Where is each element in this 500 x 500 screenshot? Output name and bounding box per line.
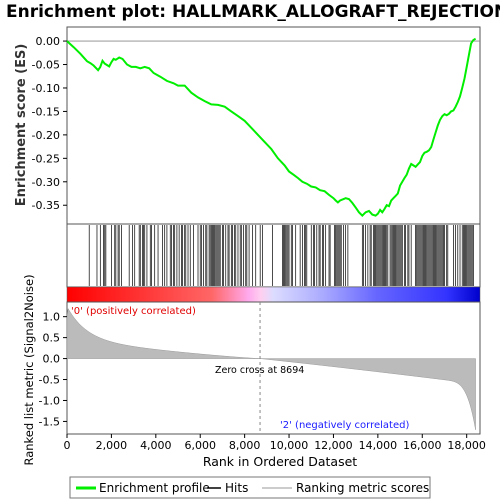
rank-color-bar xyxy=(66,286,481,303)
legend-label-ranking: Ranking metric scores xyxy=(296,481,429,495)
es-line-group xyxy=(66,37,477,218)
metric-area-group xyxy=(66,307,476,430)
es-y-tick-label: -0.35 xyxy=(32,199,60,212)
x-tick-label: 16,000 xyxy=(403,439,442,452)
x-tick-label: 2,000 xyxy=(96,439,128,452)
legend-label-hits: Hits xyxy=(225,481,248,495)
es-y-tick-label: -0.10 xyxy=(32,82,60,95)
positive-correlation-label: '0' (positively correlated) xyxy=(71,306,196,317)
metric-y-tick-label: -1.5 xyxy=(39,415,60,428)
metric-y-tick-label: 1.0 xyxy=(43,311,61,324)
hits-group xyxy=(88,225,474,286)
x-tick-label: 10,000 xyxy=(270,439,309,452)
es-y-axis: 0.00 -0.05 -0.10 -0.15 -0.20 -0.25 -0.30 -0.35 xyxy=(32,35,480,212)
ranking-metric-area xyxy=(66,307,476,430)
es-panel-frame xyxy=(66,26,481,225)
metric-y-axis: 1.0 0.5 0.0 -0.5 -1.0 -1.5 xyxy=(39,311,67,428)
es-y-tick-label: 0.00 xyxy=(36,35,61,48)
chart-title: Enrichment plot: HALLMARK_ALLOGRAFT_REJE… xyxy=(6,2,500,22)
es-y-tick-label: -0.20 xyxy=(32,129,60,142)
x-tick-label: 14,000 xyxy=(359,439,398,452)
x-tick-label: 4,000 xyxy=(140,439,172,452)
negative-correlation-label: '2' (negatively correlated) xyxy=(280,420,409,431)
enrichment-profile-line xyxy=(66,37,477,218)
metric-y-tick-label: 0.5 xyxy=(43,332,61,345)
legend-box xyxy=(69,476,431,499)
x-tick-label: 18,000 xyxy=(447,439,486,452)
x-axis-label: Rank in Ordered Dataset xyxy=(203,454,357,469)
x-axis: 0 2,000 4,000 6,000 8,000 10,000 12,000 14,000 1… xyxy=(64,434,486,452)
metric-y-tick-label: -1.0 xyxy=(39,394,60,407)
es-y-tick-label: -0.15 xyxy=(32,105,60,118)
legend-label-enrichment: Enrichment profile xyxy=(99,481,210,495)
x-tick-label: 0 xyxy=(64,439,71,452)
x-tick-label: 12,000 xyxy=(314,439,353,452)
zero-cross-label: Zero cross at 8694 xyxy=(215,365,304,376)
es-y-tick-label: -0.25 xyxy=(32,152,60,165)
metric-y-axis-label: Ranked list metric (Signal2Noise) xyxy=(22,274,36,465)
x-tick-label: 8,000 xyxy=(229,439,261,452)
metric-y-tick-label: 0.0 xyxy=(43,353,61,366)
es-y-tick-label: -0.05 xyxy=(32,59,60,72)
es-y-axis-label: Enrichment score (ES) xyxy=(14,44,29,207)
metric-y-tick-label: -0.5 xyxy=(39,374,60,387)
x-tick-label: 6,000 xyxy=(184,439,216,452)
es-y-tick-label: -0.30 xyxy=(32,176,60,189)
